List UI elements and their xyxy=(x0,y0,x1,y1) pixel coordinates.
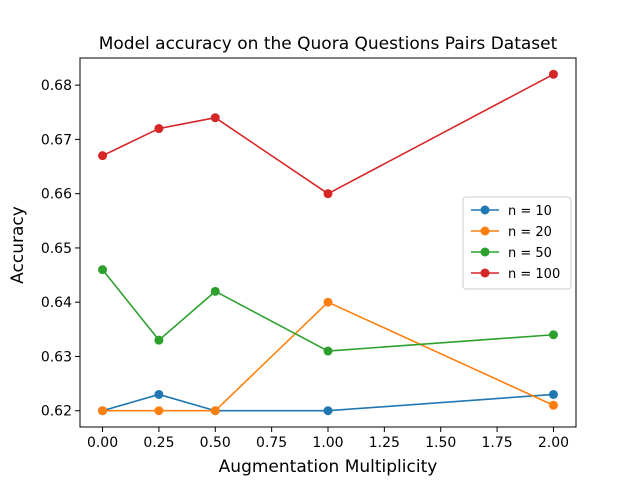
data-point xyxy=(323,346,333,356)
data-point xyxy=(323,189,333,199)
data-point xyxy=(210,286,220,296)
x-tick-label: 0.25 xyxy=(143,435,174,451)
y-tick-label: 0.63 xyxy=(41,349,72,365)
legend-marker xyxy=(480,226,490,236)
data-point xyxy=(323,297,333,307)
series-group xyxy=(98,69,558,416)
legend-item: n = 100 xyxy=(471,267,560,282)
chart-title: Model accuracy on the Quora Questions Pa… xyxy=(99,34,558,54)
data-point xyxy=(154,335,164,345)
x-tick-label: 2.00 xyxy=(538,435,569,451)
legend-marker xyxy=(480,205,490,215)
x-tick-label: 1.75 xyxy=(482,435,513,451)
series-3 xyxy=(98,265,558,356)
y-tick-label: 0.68 xyxy=(41,78,72,94)
x-tick-label: 1.00 xyxy=(312,435,343,451)
data-point xyxy=(154,389,164,399)
data-point xyxy=(548,400,558,410)
legend-marker xyxy=(480,247,490,257)
series-4 xyxy=(98,69,558,199)
x-axis-label: Augmentation Multiplicity xyxy=(219,457,438,477)
y-axis-ticks: 0.62 0.63 0.64 0.65 0.66 0.67 0.68 xyxy=(41,78,80,420)
legend-frame xyxy=(462,196,572,290)
legend: n = 10 n = 20 n = 50 n = 100 xyxy=(462,196,572,290)
y-tick-label: 0.64 xyxy=(41,295,72,311)
data-point xyxy=(98,265,108,275)
legend-label: n = 50 xyxy=(508,246,552,261)
y-tick-label: 0.65 xyxy=(41,241,72,257)
data-point xyxy=(210,113,220,123)
legend-label: n = 10 xyxy=(508,204,552,219)
data-point xyxy=(98,151,108,161)
x-tick-label: 1.25 xyxy=(369,435,400,451)
data-point xyxy=(323,406,333,416)
x-tick-label: 0.00 xyxy=(87,435,118,451)
x-tick-label: 0.50 xyxy=(200,435,231,451)
data-point xyxy=(98,406,108,416)
legend-label: n = 100 xyxy=(508,267,560,282)
data-point xyxy=(548,69,558,79)
legend-label: n = 20 xyxy=(508,225,552,240)
x-tick-label: 1.50 xyxy=(425,435,456,451)
data-point xyxy=(548,330,558,340)
legend-item: n = 10 xyxy=(471,204,552,219)
data-point xyxy=(210,406,220,416)
data-point xyxy=(548,389,558,399)
x-axis-ticks: 0.00 0.25 0.50 0.75 1.00 1.25 1.50 1.75 2.00 xyxy=(87,427,569,451)
y-tick-label: 0.62 xyxy=(41,404,72,420)
y-tick-label: 0.66 xyxy=(41,187,72,203)
series-2 xyxy=(98,297,558,416)
x-tick-label: 0.75 xyxy=(256,435,287,451)
data-point xyxy=(154,124,164,134)
legend-marker xyxy=(480,268,490,278)
data-point xyxy=(154,406,164,416)
legend-item: n = 20 xyxy=(471,225,552,240)
y-tick-label: 0.67 xyxy=(41,132,72,148)
legend-item: n = 50 xyxy=(471,246,552,261)
y-axis-label: Accuracy xyxy=(8,206,28,284)
